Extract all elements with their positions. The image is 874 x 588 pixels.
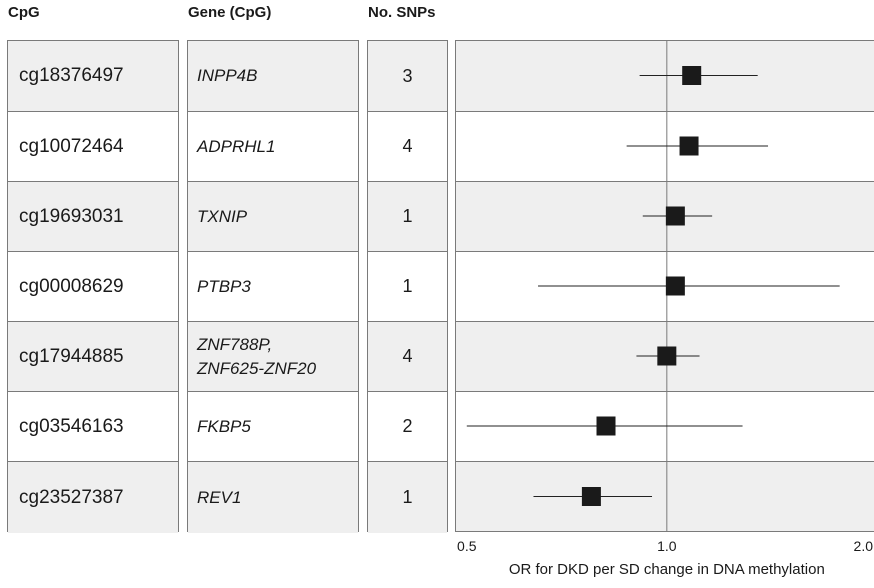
table-row: 2 — [368, 392, 447, 462]
table-row: cg17944885 — [8, 322, 178, 392]
cpg-cell: cg19693031 — [19, 205, 124, 227]
table-row: cg23527387 — [8, 462, 178, 533]
table-row: INPP4B — [188, 41, 358, 112]
table-row: 4 — [368, 112, 447, 182]
table-row: PTBP3 — [188, 252, 358, 322]
snps-cell: 4 — [402, 136, 413, 156]
table-row: cg18376497 — [8, 41, 178, 112]
gene-cell: FKBP5 — [197, 416, 251, 436]
table-row: TXNIP — [188, 182, 358, 252]
table-row: cg10072464 — [8, 112, 178, 182]
gene-cell: REV1 — [197, 487, 242, 507]
snps-column: 3 4 1 1 4 2 1 — [367, 40, 448, 533]
gene-cell: PTBP3 — [197, 276, 251, 296]
x-axis-label: OR for DKD per SD change in DNA methylat… — [509, 561, 825, 578]
x-tick-label: 2.0 — [854, 538, 874, 554]
cpg-cell: cg10072464 — [19, 135, 124, 157]
table-row: 3 — [368, 41, 447, 112]
or-marker — [682, 66, 702, 85]
cpg-column: cg18376497 cg10072464 cg19693031 cg00008… — [7, 40, 179, 533]
gene-cell: INPP4B — [197, 66, 258, 85]
or-marker — [665, 276, 685, 296]
header-snps: No. SNPs — [368, 4, 436, 21]
table-row: 1 — [368, 182, 447, 252]
plot-row-band — [455, 461, 874, 532]
gene-cell: ADPRHL1 — [197, 136, 276, 156]
or-marker — [679, 136, 699, 156]
forest-plot: 0.5 1.0 2.0 OR for DKD per SD change in DNA… — [455, 40, 874, 578]
header-gene: Gene (CpG) — [188, 4, 272, 21]
snps-cell: 4 — [402, 346, 413, 366]
or-marker — [581, 487, 601, 506]
snps-cell: 3 — [402, 65, 413, 86]
cpg-cell: cg03546163 — [19, 415, 124, 437]
table-row: cg00008629 — [8, 252, 178, 322]
or-marker — [657, 346, 677, 366]
cpg-cell: cg00008629 — [19, 275, 124, 297]
x-tick-label: 0.5 — [457, 538, 477, 554]
cpg-cell: cg17944885 — [19, 345, 124, 367]
gene-column: INPP4B ADPRHL1 TXNIP PTBP3 ZNF788P, ZNF6… — [187, 40, 359, 533]
snps-cell: 1 — [402, 276, 413, 296]
header-cpg: CpG — [8, 4, 40, 21]
snps-cell: 1 — [402, 487, 413, 507]
or-marker — [596, 416, 616, 436]
table-row: ADPRHL1 — [188, 112, 358, 182]
gene-cell: ZNF788P, ZNF625-ZNF20 — [197, 334, 317, 378]
snps-cell: 2 — [402, 416, 413, 436]
or-marker — [665, 206, 685, 226]
table-row: FKBP5 — [188, 392, 358, 462]
cpg-cell: cg23527387 — [19, 486, 124, 508]
snps-cell: 1 — [402, 206, 413, 226]
table-row: REV1 — [188, 462, 358, 533]
gene-cell: TXNIP — [197, 206, 248, 226]
table-row: 1 — [368, 252, 447, 322]
table-row: 4 — [368, 322, 447, 392]
cpg-cell: cg18376497 — [19, 65, 124, 86]
table-row: cg03546163 — [8, 392, 178, 462]
x-tick-label: 1.0 — [657, 538, 677, 554]
table-row: 1 — [368, 462, 447, 533]
table-row: ZNF788P, ZNF625-ZNF20 — [188, 322, 358, 392]
table-row: cg19693031 — [8, 182, 178, 252]
